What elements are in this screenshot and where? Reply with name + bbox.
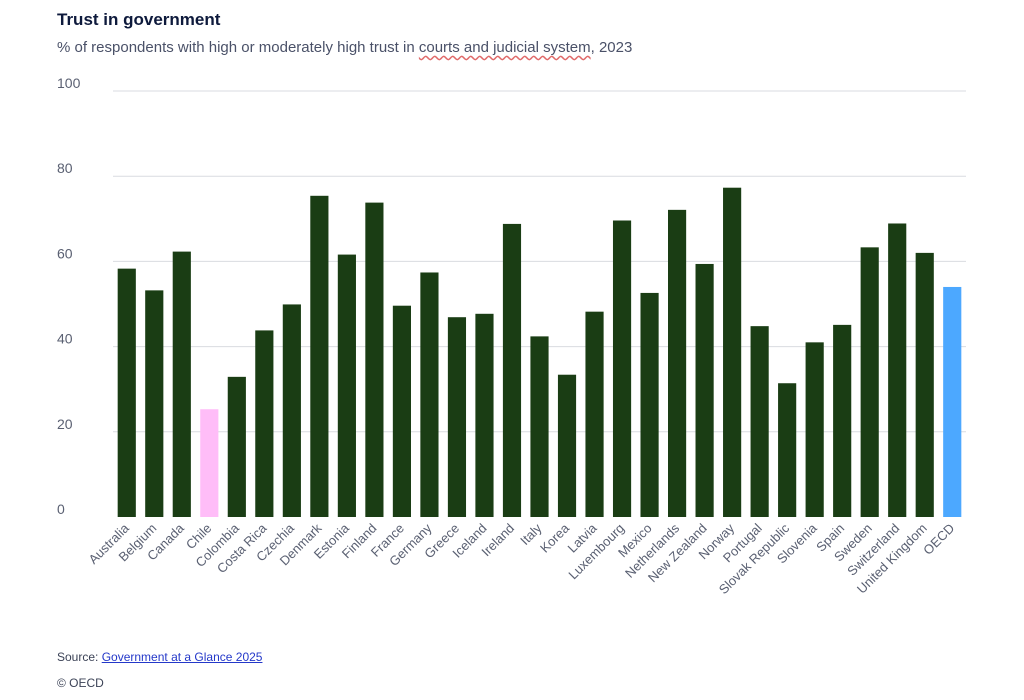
bar-netherlands [668, 209, 687, 517]
chart-subtitle: % of respondents with high or moderately… [57, 39, 632, 56]
bar-mexico [640, 292, 659, 517]
subtitle-prefix: % of respondents with high or moderately… [57, 39, 419, 56]
chart-title: Trust in government [57, 10, 221, 29]
bar-norway [723, 187, 742, 517]
bar-france [392, 305, 411, 517]
bar-slovak-republic [778, 383, 797, 517]
source-label: Source: [57, 650, 102, 664]
bar-new-zealand [695, 263, 714, 517]
bar-oecd [943, 286, 962, 517]
bar-canada [172, 251, 191, 518]
bar-chile [200, 409, 219, 517]
y-axis-ticks: 0 20 40 60 80 100 [57, 75, 81, 517]
y-tick-label: 20 [57, 416, 73, 432]
bar-australia [117, 268, 136, 517]
subtitle-suffix: , 2023 [590, 39, 633, 56]
bar-czechia [282, 304, 301, 517]
bar-italy [530, 336, 549, 517]
bar-spain [833, 324, 852, 517]
x-tick-label: Korea [537, 520, 573, 556]
bar-finland [365, 202, 384, 517]
bars [117, 187, 962, 518]
bar-costa-rica [255, 330, 274, 517]
bar-switzerland [888, 223, 907, 517]
x-tick-label: OECD [920, 521, 957, 558]
y-tick-label: 0 [57, 501, 65, 517]
bar-chart: 0 20 40 60 80 100 AustraliaBelgiumCanadaChile… [57, 75, 966, 597]
y-tick-label: 80 [57, 160, 73, 176]
bar-estonia [337, 254, 356, 518]
subtitle-highlight: courts and judicial system [418, 39, 591, 56]
bar-slovenia [805, 342, 824, 517]
bar-colombia [227, 376, 246, 517]
bar-iceland [475, 313, 494, 517]
bar-portugal [750, 326, 769, 517]
bar-sweden [860, 247, 879, 518]
bar-latvia [585, 311, 604, 517]
x-axis-labels: AustraliaBelgiumCanadaChileColombiaCosta… [86, 520, 958, 597]
bar-greece [447, 317, 467, 517]
bar-luxembourg [612, 220, 632, 517]
bar-ireland [502, 223, 522, 518]
y-tick-label: 40 [57, 331, 73, 347]
y-tick-label: 60 [57, 245, 73, 261]
bar-germany [420, 272, 439, 517]
bar-united-kingdom [915, 252, 934, 517]
y-tick-label: 100 [57, 75, 81, 91]
source-link[interactable]: Government at a Glance 2025 [101, 650, 263, 664]
bar-korea [557, 374, 577, 517]
bar-belgium [145, 290, 164, 517]
copyright: © OECD [57, 676, 104, 690]
gridlines [113, 90, 966, 433]
bar-denmark [310, 195, 329, 517]
source-line: Source: Government at a Glance 2025 [57, 650, 262, 664]
